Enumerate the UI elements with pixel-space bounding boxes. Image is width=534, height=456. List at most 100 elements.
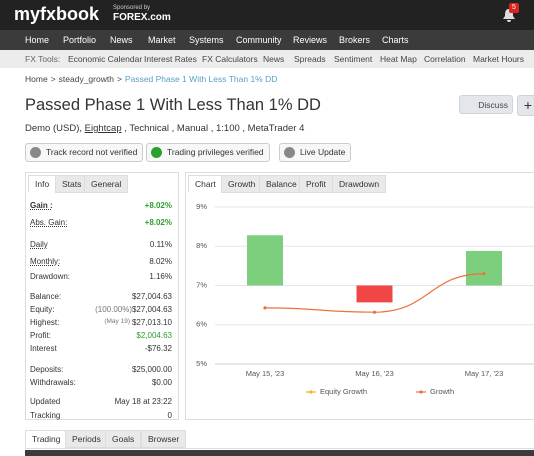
tab[interactable]: Profit bbox=[299, 175, 333, 193]
stat-value: $27,004.63 bbox=[131, 292, 172, 301]
stat-value: $27,013.10 bbox=[131, 318, 172, 327]
bar bbox=[356, 285, 393, 303]
stat-label: Withdrawals: bbox=[30, 378, 76, 387]
info-line: Demo (USD), Eightcap , Technical , Manua… bbox=[25, 123, 304, 134]
stats-panel: Info Stats General Gain : +8.02% Abs. Gain: +… bbox=[25, 172, 179, 420]
nav-item[interactable]: Reviews bbox=[293, 35, 328, 45]
nav-item[interactable]: Market bbox=[148, 35, 176, 45]
subnav-item[interactable]: Sentiment bbox=[334, 54, 373, 64]
nav-item[interactable]: Community bbox=[236, 35, 282, 45]
stat-label: Profit: bbox=[30, 331, 51, 340]
tab[interactable]: Growth bbox=[221, 175, 263, 193]
page-title: Passed Phase 1 With Less Than 1% DD bbox=[25, 96, 321, 114]
stat-label: Updated bbox=[30, 397, 61, 406]
badge-label: Live Update bbox=[300, 147, 346, 157]
stat-label: Tracking bbox=[30, 411, 61, 420]
notification-badge: 5 bbox=[509, 3, 519, 13]
stat-label: Equity: bbox=[30, 305, 55, 314]
bar bbox=[466, 250, 502, 286]
status-badge: Track record not verified bbox=[25, 143, 144, 162]
stat-note: (100.00%) bbox=[95, 305, 132, 314]
nav-item[interactable]: Home bbox=[25, 35, 50, 45]
badge-label: Trading privileges verified bbox=[167, 147, 264, 157]
tab[interactable]: General bbox=[84, 175, 129, 193]
stat-label: Highest: bbox=[30, 318, 60, 327]
discuss-button[interactable]: Discuss bbox=[459, 95, 513, 114]
tab[interactable]: Balance bbox=[259, 175, 304, 193]
y-tick-label: 5% bbox=[196, 359, 207, 368]
badge-icon bbox=[284, 147, 295, 158]
stat-value: 1.16% bbox=[149, 272, 172, 281]
broker-link[interactable]: Eightcap bbox=[84, 123, 122, 134]
subnav-item[interactable]: Market Hours bbox=[473, 54, 525, 64]
bottom-bar bbox=[25, 450, 534, 456]
y-tick-label: 7% bbox=[196, 280, 207, 289]
stat-value: 8.02% bbox=[149, 257, 172, 266]
stat-label: Balance: bbox=[30, 292, 62, 301]
add-button[interactable]: + bbox=[517, 95, 534, 116]
x-tick-label: May 15, '23 bbox=[246, 369, 285, 378]
legend-label: Growth bbox=[430, 387, 454, 396]
header: myfxbook Sponsored by FOREX.com 5 bbox=[0, 0, 534, 30]
subnav-item[interactable]: Spreads bbox=[294, 54, 326, 64]
stat-value: +8.02% bbox=[144, 201, 172, 210]
logo[interactable]: myfxbook bbox=[14, 4, 100, 24]
tab[interactable]: Drawdown bbox=[332, 175, 387, 193]
bottom-tabs: Trading Periods Goals Browser bbox=[25, 430, 534, 449]
sub-nav: FX Tools: Economic Calendar Interest Rates… bbox=[0, 50, 534, 68]
status-badge: Trading privileges verified bbox=[146, 143, 270, 162]
stat-value: $0.00 bbox=[151, 378, 172, 387]
breadcrumb-sep: > bbox=[50, 74, 56, 84]
tab[interactable]: Trading bbox=[25, 430, 68, 448]
breadcrumb-sep: > bbox=[116, 74, 122, 84]
tab[interactable]: Info bbox=[28, 175, 57, 193]
subnav-item[interactable]: FX Calculators bbox=[202, 54, 258, 64]
tab[interactable]: Chart bbox=[188, 175, 223, 193]
legend-dot bbox=[419, 390, 423, 394]
stat-value: +8.02% bbox=[144, 218, 172, 227]
growth-chart: 5% 6% 7% 8% 9% May 15, '23 May 16, '23 May 17, … bbox=[196, 202, 534, 396]
nav-item[interactable]: Brokers bbox=[339, 35, 371, 45]
x-tick-label: May 17, '23 bbox=[465, 369, 504, 378]
stat-note: (May 19) bbox=[104, 318, 130, 325]
stat-label: Drawdown: bbox=[30, 272, 71, 281]
stat-value: $25,000.00 bbox=[131, 365, 172, 374]
main-nav: Home Portfolio News Market Systems Community R… bbox=[0, 30, 534, 50]
subnav-item[interactable]: News bbox=[263, 54, 285, 64]
breadcrumb-item[interactable]: steady_growth bbox=[58, 74, 114, 84]
subnav-item[interactable]: Economic Calendar bbox=[68, 54, 143, 64]
breadcrumb-item[interactable]: Home bbox=[25, 74, 48, 84]
stat-label: Abs. Gain: bbox=[30, 218, 68, 227]
growth-point bbox=[482, 272, 486, 276]
tab[interactable]: Stats bbox=[55, 175, 89, 193]
stat-label: Deposits: bbox=[30, 365, 64, 374]
stat-value: $2,004.63 bbox=[136, 331, 172, 340]
stat-value: May 18 at 23:22 bbox=[114, 397, 172, 406]
tab[interactable]: Periods bbox=[65, 430, 108, 448]
subnav-item[interactable]: Correlation bbox=[424, 54, 466, 64]
sponsor-prefix: Sponsored by bbox=[113, 5, 151, 11]
subnav-item[interactable]: Heat Map bbox=[380, 54, 417, 64]
breadcrumb: Home > steady_growth > Passed Phase 1 With L… bbox=[25, 74, 277, 84]
stat-value: 0.11% bbox=[149, 240, 172, 249]
sponsor[interactable]: FOREX.com bbox=[113, 12, 171, 23]
stat-label: Daily bbox=[30, 240, 48, 249]
y-tick-label: 9% bbox=[196, 202, 207, 211]
legend-label: Equity Growth bbox=[320, 387, 367, 396]
breadcrumb-item: Passed Phase 1 With Less Than 1% DD bbox=[124, 74, 278, 84]
info-after: , Technical , Manual , 1:100 , MetaTrade… bbox=[121, 123, 305, 134]
tab[interactable]: Goals bbox=[105, 430, 142, 448]
discuss-label: Discuss bbox=[478, 100, 508, 110]
stat-value: $27,004.63 bbox=[131, 305, 172, 314]
nav-item[interactable]: News bbox=[110, 35, 133, 45]
nav-item[interactable]: Systems bbox=[189, 35, 224, 45]
growth-point bbox=[372, 310, 377, 314]
stat-value: 0 bbox=[167, 411, 172, 420]
nav-item[interactable]: Portfolio bbox=[63, 35, 97, 45]
nav-item[interactable]: Charts bbox=[382, 35, 409, 45]
subnav-item[interactable]: Interest Rates bbox=[144, 54, 197, 64]
info-before: Demo (USD), bbox=[25, 123, 85, 134]
tab[interactable]: Browser bbox=[141, 430, 187, 448]
growth-point bbox=[263, 306, 267, 310]
